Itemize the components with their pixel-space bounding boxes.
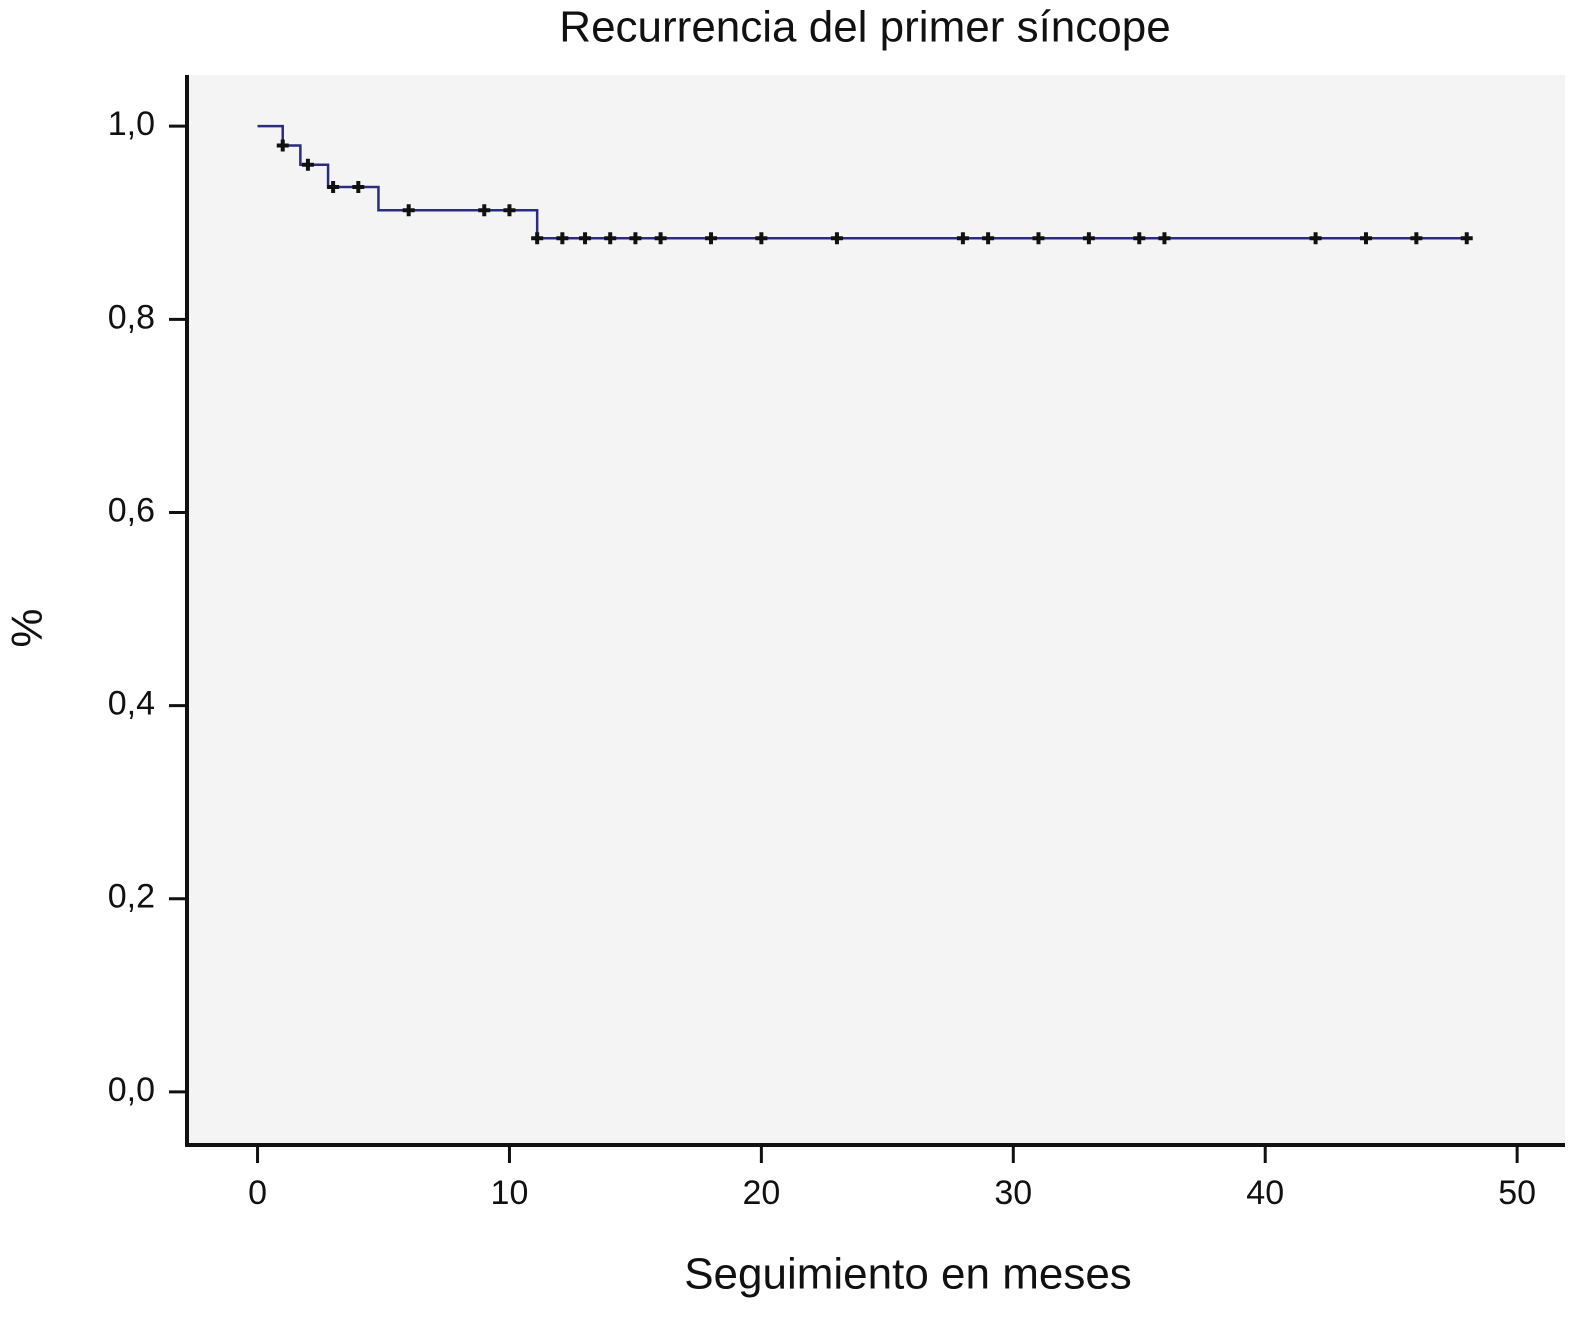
plot-area — [187, 75, 1565, 1145]
y-axis-label: % — [3, 608, 52, 647]
censor-mark — [531, 232, 544, 245]
censor-mark — [478, 204, 491, 217]
censor-mark — [654, 232, 667, 245]
censor-mark — [830, 232, 843, 245]
censor-mark — [755, 232, 768, 245]
x-tick-label: 50 — [1498, 1174, 1536, 1212]
censor-mark — [556, 232, 569, 245]
censor-mark — [604, 232, 617, 245]
x-tick-label: 40 — [1246, 1174, 1284, 1212]
censor-mark — [579, 232, 592, 245]
censor-mark — [1359, 232, 1372, 245]
x-axis-label: Seguimiento en meses — [684, 1250, 1132, 1299]
x-tick-label: 10 — [491, 1174, 529, 1212]
y-tick-label: 0,6 — [108, 491, 155, 529]
censor-mark — [1133, 232, 1146, 245]
x-tick-label: 20 — [742, 1174, 780, 1212]
censor-mark — [982, 232, 995, 245]
censor-mark — [1410, 232, 1423, 245]
censor-mark — [503, 204, 516, 217]
censor-mark — [1158, 232, 1171, 245]
x-tick-label: 0 — [248, 1174, 267, 1212]
censor-mark — [276, 139, 289, 152]
censor-mark — [327, 181, 340, 194]
y-tick-label: 0,8 — [108, 298, 155, 336]
censor-mark — [629, 232, 642, 245]
x-tick-label: 30 — [994, 1174, 1032, 1212]
censor-mark — [1082, 232, 1095, 245]
censor-mark — [956, 232, 969, 245]
censor-mark — [352, 181, 365, 194]
censor-mark — [704, 232, 717, 245]
y-tick-label: 0,0 — [108, 1071, 155, 1109]
censor-mark — [1460, 232, 1473, 245]
censor-mark — [1309, 232, 1322, 245]
y-tick-label: 0,2 — [108, 878, 155, 916]
censor-mark — [1032, 232, 1045, 245]
chart-title: Recurrencia del primer síncope — [559, 3, 1170, 52]
y-tick-label: 1,0 — [108, 105, 155, 143]
censor-mark — [402, 204, 415, 217]
y-tick-label: 0,4 — [108, 685, 155, 723]
censor-mark — [301, 158, 314, 171]
